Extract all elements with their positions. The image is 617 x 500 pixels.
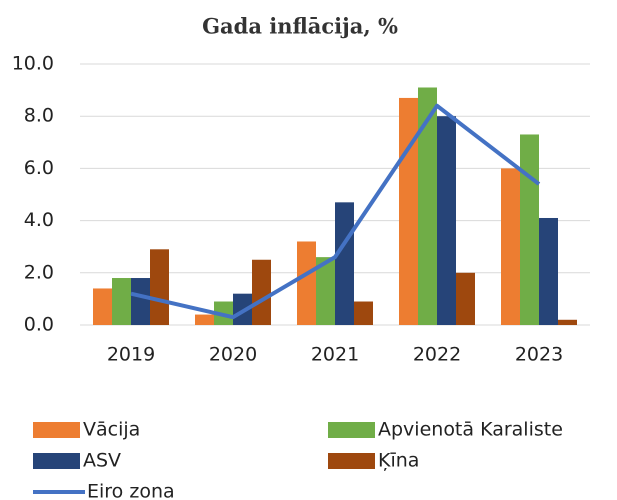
bar [335, 202, 354, 325]
x-tick-label: 2023 [515, 344, 563, 366]
bar [558, 319, 577, 325]
bar [354, 301, 373, 325]
legend-label: Eiro zona [87, 481, 175, 500]
y-tick-label: 4.0 [24, 209, 54, 231]
chart-title: Gada inflācija, % [202, 14, 398, 39]
x-tick-label: 2020 [209, 344, 257, 366]
legend-swatch [328, 422, 375, 438]
bar [437, 116, 456, 325]
legend-label: ASV [83, 450, 121, 472]
bar [456, 272, 475, 325]
legend-swatch [33, 422, 80, 438]
y-tick-label: 6.0 [24, 157, 54, 179]
y-tick-label: 2.0 [24, 261, 54, 283]
bar [93, 288, 112, 325]
legend-swatch [328, 453, 375, 469]
legend-label: Vācija [83, 419, 140, 441]
line [130, 103, 541, 320]
bar [539, 217, 558, 325]
bar [131, 278, 150, 325]
bar [297, 241, 316, 325]
bar [418, 87, 437, 326]
y-tick-label: 0.0 [24, 314, 54, 336]
y-tick-label: 8.0 [24, 105, 54, 127]
bar [150, 249, 169, 325]
legend-swatch [33, 453, 80, 469]
bar [112, 278, 131, 325]
x-tick-label: 2019 [107, 344, 155, 366]
y-tick-label: 10.0 [12, 53, 54, 75]
legend-label: Ķīna [378, 450, 419, 472]
bar [316, 257, 335, 325]
bar [399, 97, 418, 326]
x-tick-label: 2022 [413, 344, 461, 366]
bar [195, 314, 214, 325]
bar [501, 168, 520, 325]
legend-label: Apvienotā Karaliste [378, 419, 563, 441]
bar [252, 259, 271, 325]
x-tick-label: 2021 [311, 344, 359, 366]
bar [520, 134, 539, 325]
